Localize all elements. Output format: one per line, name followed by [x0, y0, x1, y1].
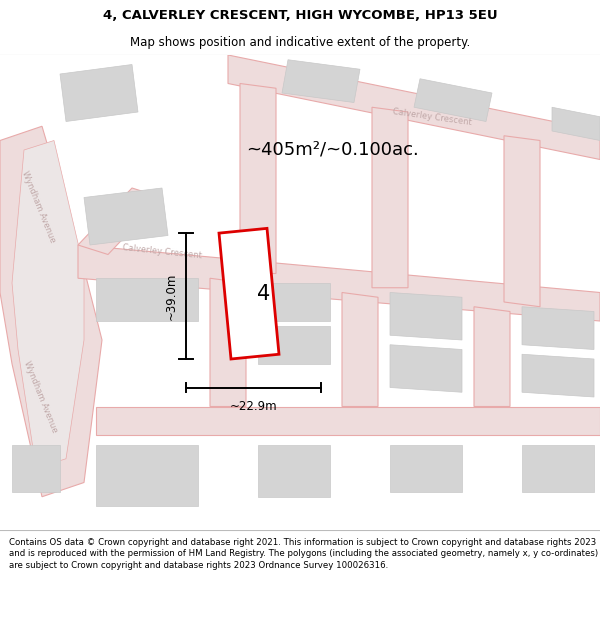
Text: ~22.9m: ~22.9m: [230, 400, 277, 413]
Polygon shape: [390, 444, 462, 492]
Text: Wyndham Avenue: Wyndham Avenue: [20, 170, 58, 244]
Polygon shape: [240, 84, 276, 274]
Text: ~39.0m: ~39.0m: [164, 272, 178, 320]
Polygon shape: [390, 345, 462, 392]
Polygon shape: [78, 245, 600, 321]
Polygon shape: [96, 444, 198, 506]
Text: 4: 4: [257, 284, 271, 304]
Polygon shape: [258, 326, 330, 364]
Polygon shape: [12, 141, 84, 468]
Polygon shape: [342, 292, 378, 406]
Polygon shape: [522, 444, 594, 492]
Polygon shape: [210, 278, 246, 406]
Polygon shape: [219, 228, 279, 359]
Polygon shape: [282, 60, 360, 102]
Text: ~405m²/~0.100ac.: ~405m²/~0.100ac.: [246, 141, 419, 159]
Polygon shape: [0, 126, 102, 497]
Text: Map shows position and indicative extent of the property.: Map shows position and indicative extent…: [130, 36, 470, 49]
Text: Wyndham Avenue: Wyndham Avenue: [22, 360, 59, 434]
Text: 4, CALVERLEY CRESCENT, HIGH WYCOMBE, HP13 5EU: 4, CALVERLEY CRESCENT, HIGH WYCOMBE, HP1…: [103, 9, 497, 22]
Polygon shape: [414, 79, 492, 121]
Text: Calverley Crescent: Calverley Crescent: [122, 244, 202, 261]
Polygon shape: [96, 406, 600, 435]
Polygon shape: [522, 354, 594, 397]
Text: Contains OS data © Crown copyright and database right 2021. This information is : Contains OS data © Crown copyright and d…: [9, 538, 598, 570]
Polygon shape: [78, 188, 162, 254]
Polygon shape: [552, 107, 600, 141]
Polygon shape: [504, 136, 540, 307]
Polygon shape: [390, 292, 462, 340]
Polygon shape: [60, 64, 138, 121]
Polygon shape: [228, 55, 600, 159]
Polygon shape: [12, 444, 60, 492]
Polygon shape: [96, 278, 198, 321]
Polygon shape: [258, 444, 330, 497]
Polygon shape: [372, 107, 408, 288]
Text: Calverley Crescent: Calverley Crescent: [392, 107, 472, 127]
Polygon shape: [522, 307, 594, 349]
Polygon shape: [474, 307, 510, 406]
Polygon shape: [84, 188, 168, 245]
Polygon shape: [258, 283, 330, 321]
